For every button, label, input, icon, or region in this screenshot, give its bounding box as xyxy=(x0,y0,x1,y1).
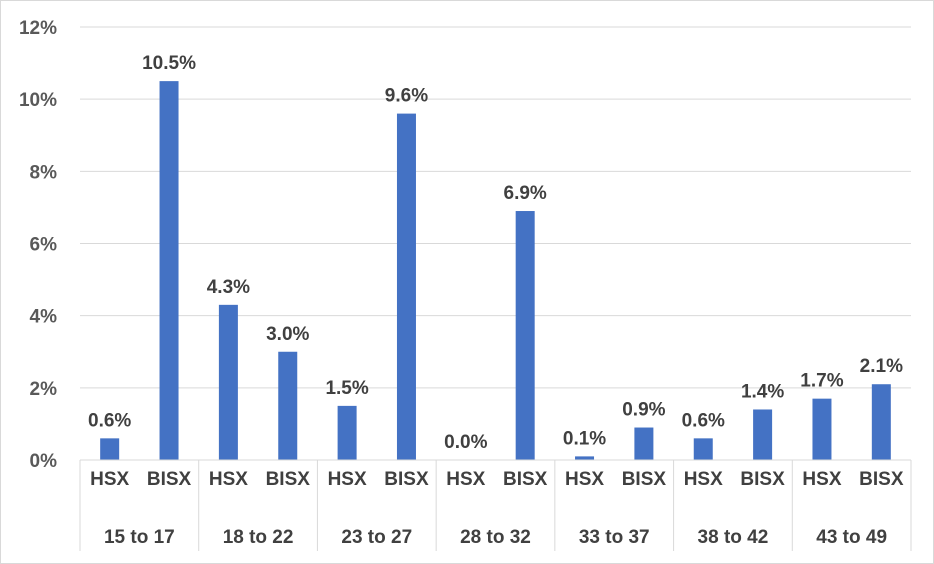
group-label: 38 to 42 xyxy=(698,527,769,548)
y-tick-label: 2% xyxy=(30,379,58,400)
group-label: 43 to 49 xyxy=(816,527,887,548)
x-axis: HSX BISX 15 to 17 HSX BISX 18 to 22 HSX BISX 23 … xyxy=(79,459,912,551)
data-label: 2.1% xyxy=(860,356,903,377)
bar-23-to-27-hsx xyxy=(337,405,357,460)
group-label: 23 to 27 xyxy=(341,527,412,548)
y-tick-label: 12% xyxy=(19,18,57,39)
bar-33-to-37-hsx xyxy=(575,456,595,460)
series-tick-label: BISX xyxy=(266,469,311,490)
bar-18-to-22-hsx xyxy=(218,304,238,460)
series-tick-label: BISX xyxy=(503,469,548,490)
y-tick-label: 0% xyxy=(30,451,58,472)
data-label: 10.5% xyxy=(142,53,196,74)
group-label: 15 to 17 xyxy=(104,527,175,548)
data-label: 0.1% xyxy=(563,428,606,449)
data-label: 0.6% xyxy=(88,410,131,431)
y-tick-label: 8% xyxy=(30,162,58,183)
series-tick-label: HSX xyxy=(328,469,367,490)
group-label: 18 to 22 xyxy=(223,527,294,548)
series-tick-label: HSX xyxy=(446,469,485,490)
data-label: 0.6% xyxy=(682,410,725,431)
data-labels: 0.6% 10.5% 4.3% 3.0% 1.5% 9.6% 0.0% 6.9% 0.1% 0.9… xyxy=(88,53,903,453)
bar-38-to-42-bisx xyxy=(753,409,773,460)
data-label: 9.6% xyxy=(385,86,428,107)
series-tick-label: HSX xyxy=(802,469,841,490)
bar-38-to-42-hsx xyxy=(693,438,713,460)
data-label: 6.9% xyxy=(504,183,547,204)
data-label: 3.0% xyxy=(266,324,309,345)
data-label: 1.5% xyxy=(325,378,368,399)
series-tick-label: BISX xyxy=(740,469,785,490)
gridlines xyxy=(80,26,911,389)
data-label: 0.0% xyxy=(444,432,487,453)
bar-33-to-37-bisx xyxy=(634,427,654,460)
data-label: 4.3% xyxy=(207,277,250,298)
bar-18-to-22-bisx xyxy=(278,351,298,460)
series-tick-label: BISX xyxy=(859,469,904,490)
series-tick-label: HSX xyxy=(684,469,723,490)
series-tick-label: HSX xyxy=(209,469,248,490)
series-tick-label: BISX xyxy=(384,469,429,490)
group-label: 33 to 37 xyxy=(579,527,650,548)
bar-15-to-17-bisx xyxy=(159,81,179,460)
series-tick-label: BISX xyxy=(622,469,667,490)
series-tick-label: HSX xyxy=(565,469,604,490)
bar-23-to-27-bisx xyxy=(396,113,416,460)
data-label: 0.9% xyxy=(622,400,665,421)
bar-15-to-17-hsx xyxy=(100,438,120,460)
data-label: 1.4% xyxy=(741,381,784,402)
bar-28-to-32-bisx xyxy=(515,211,535,460)
data-label: 1.7% xyxy=(800,371,843,392)
y-tick-label: 6% xyxy=(30,235,58,256)
bar-43-to-49-bisx xyxy=(871,384,891,460)
y-tick-label: 4% xyxy=(30,307,58,328)
bars xyxy=(100,81,891,460)
bar-43-to-49-hsx xyxy=(812,398,832,460)
series-tick-label: BISX xyxy=(147,469,192,490)
group-label: 28 to 32 xyxy=(460,527,531,548)
y-tick-label: 10% xyxy=(19,90,57,111)
series-tick-label: HSX xyxy=(90,469,129,490)
y-axis-ticks: 0% 2% 4% 6% 8% 10% 12% xyxy=(19,18,57,472)
